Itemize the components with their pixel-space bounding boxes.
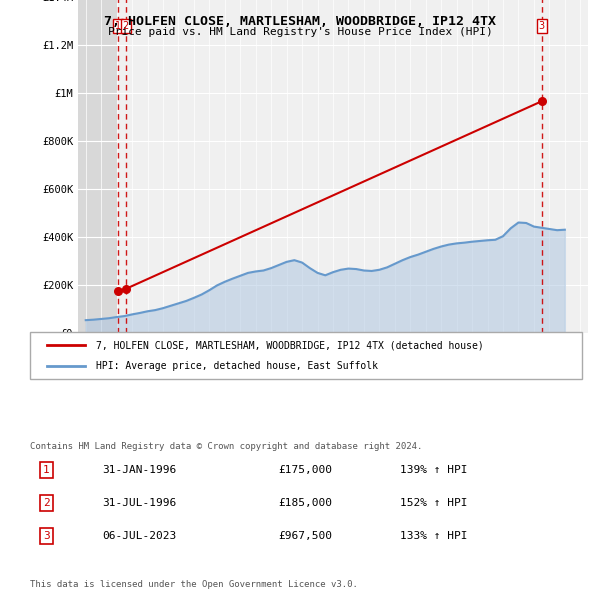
Text: Contains HM Land Registry data © Crown copyright and database right 2024.: Contains HM Land Registry data © Crown c… xyxy=(30,442,422,451)
Text: 7, HOLFEN CLOSE, MARTLESHAM, WOODBRIDGE, IP12 4TX (detached house): 7, HOLFEN CLOSE, MARTLESHAM, WOODBRIDGE,… xyxy=(96,340,484,350)
Text: 152% ↑ HPI: 152% ↑ HPI xyxy=(400,498,467,508)
Text: 3: 3 xyxy=(43,531,50,541)
Text: £175,000: £175,000 xyxy=(278,465,332,475)
Point xyxy=(121,284,130,294)
Bar xyxy=(78,0,116,333)
Text: 06-JUL-2023: 06-JUL-2023 xyxy=(102,531,176,541)
Text: This data is licensed under the Open Government Licence v3.0.: This data is licensed under the Open Gov… xyxy=(30,580,358,589)
Text: 3: 3 xyxy=(539,21,545,31)
Text: Price paid vs. HM Land Registry's House Price Index (HPI): Price paid vs. HM Land Registry's House … xyxy=(107,27,493,37)
Text: HPI: Average price, detached house, East Suffolk: HPI: Average price, detached house, East… xyxy=(96,361,378,371)
Text: £967,500: £967,500 xyxy=(278,531,332,541)
Text: 31-JAN-1996: 31-JAN-1996 xyxy=(102,465,176,475)
Text: 1: 1 xyxy=(115,21,121,31)
Text: 31-JUL-1996: 31-JUL-1996 xyxy=(102,498,176,508)
Text: 1: 1 xyxy=(43,465,50,475)
Text: 2: 2 xyxy=(122,21,129,31)
Text: 2: 2 xyxy=(43,498,50,508)
Point xyxy=(113,287,122,296)
Point xyxy=(537,97,547,106)
Text: £185,000: £185,000 xyxy=(278,498,332,508)
Text: 133% ↑ HPI: 133% ↑ HPI xyxy=(400,531,467,541)
Text: 7, HOLFEN CLOSE, MARTLESHAM, WOODBRIDGE, IP12 4TX: 7, HOLFEN CLOSE, MARTLESHAM, WOODBRIDGE,… xyxy=(104,15,496,28)
FancyBboxPatch shape xyxy=(30,332,582,379)
Text: 139% ↑ HPI: 139% ↑ HPI xyxy=(400,465,467,475)
